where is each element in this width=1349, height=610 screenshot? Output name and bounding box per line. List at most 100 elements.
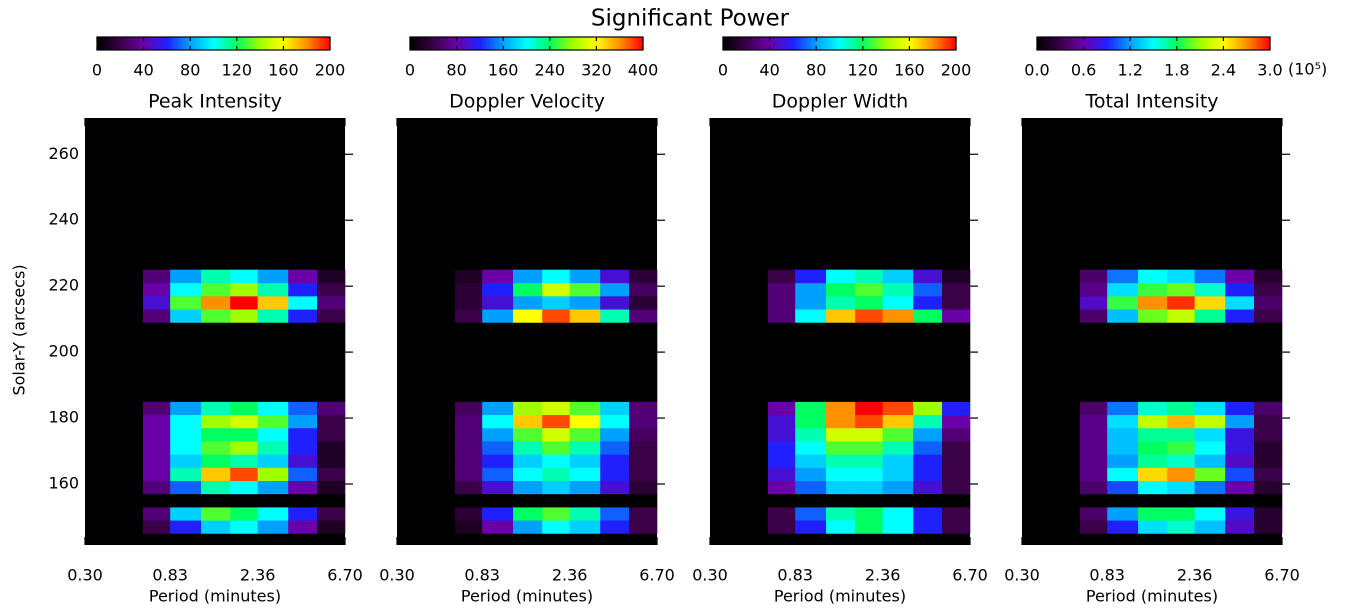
heatmap-cell bbox=[1225, 441, 1255, 455]
heatmap-cell bbox=[1107, 401, 1139, 416]
heatmap-cell bbox=[317, 322, 346, 402]
colorbar-tick-label: 80 bbox=[446, 61, 466, 80]
heatmap-cell bbox=[257, 322, 289, 402]
heatmap-cell bbox=[855, 441, 883, 455]
heatmap-cell bbox=[201, 467, 231, 482]
heatmap-cell bbox=[795, 441, 827, 455]
heatmap-cell bbox=[768, 454, 796, 468]
heatmap-cell bbox=[1254, 401, 1283, 416]
heatmap-cell bbox=[542, 507, 570, 521]
x-tick-label: 0.30 bbox=[379, 566, 415, 585]
heatmap-cell bbox=[882, 467, 914, 482]
heatmap-cell bbox=[118, 520, 144, 534]
x-tick-label: 0.83 bbox=[777, 566, 813, 585]
heatmap-cell bbox=[257, 309, 289, 323]
heatmap-cell bbox=[569, 322, 601, 402]
heatmap-cell bbox=[855, 467, 883, 482]
heatmap-cell bbox=[913, 309, 943, 323]
heatmap-cell bbox=[1194, 322, 1226, 402]
heatmap-cell bbox=[855, 282, 883, 297]
heatmap-cell bbox=[768, 322, 796, 402]
heatmap-cell bbox=[288, 401, 318, 416]
heatmap-cell bbox=[1194, 493, 1226, 508]
heatmap-cell bbox=[913, 414, 943, 429]
heatmap-cell bbox=[1254, 467, 1283, 482]
heatmap-cell bbox=[882, 296, 914, 310]
heatmap-cell bbox=[743, 401, 769, 416]
heatmap-cell bbox=[882, 309, 914, 323]
heatmap-cell bbox=[826, 507, 856, 521]
heatmap-cell bbox=[743, 414, 769, 429]
heatmap-cell bbox=[855, 507, 883, 521]
heatmap-cell bbox=[795, 414, 827, 429]
heatmap-cell bbox=[913, 441, 943, 455]
heatmap-cell bbox=[1194, 401, 1226, 416]
heatmap-cell bbox=[882, 282, 914, 297]
heatmap-cell bbox=[170, 322, 202, 402]
x-tick-label: 0.83 bbox=[152, 566, 188, 585]
heatmap-cell bbox=[1055, 427, 1081, 442]
heatmap-cell bbox=[542, 269, 570, 284]
heatmap-cell bbox=[600, 282, 630, 297]
panel-title: Peak Intensity bbox=[148, 91, 282, 113]
heatmap-cell bbox=[513, 401, 543, 416]
x-tick-label: 0.83 bbox=[464, 566, 500, 585]
heatmap-cell bbox=[1138, 441, 1168, 455]
heatmap-cell bbox=[513, 296, 543, 310]
heatmap-cell bbox=[430, 427, 456, 442]
heatmap-cell bbox=[1080, 507, 1108, 521]
heatmap-cell bbox=[882, 520, 914, 534]
heatmap-cell bbox=[743, 520, 769, 534]
heatmap-cell bbox=[942, 467, 971, 482]
heatmap-cell bbox=[855, 454, 883, 468]
heatmap-cell bbox=[600, 427, 630, 442]
heatmap-cell bbox=[1254, 309, 1283, 323]
heatmap-cell bbox=[542, 454, 570, 468]
heatmap-cell bbox=[482, 269, 514, 284]
heatmap-cell bbox=[288, 414, 318, 429]
heatmap-cell bbox=[257, 427, 289, 442]
heatmap-cell bbox=[629, 269, 658, 284]
heatmap-cell bbox=[1254, 269, 1283, 284]
heatmap-cell bbox=[1194, 296, 1226, 310]
colorbar-tick-label: 200 bbox=[315, 61, 346, 80]
colorbar bbox=[1036, 36, 1271, 51]
heatmap-cell bbox=[855, 480, 883, 495]
heatmap-cell bbox=[317, 520, 346, 534]
colorbar-tick-label: 1.8 bbox=[1164, 61, 1189, 80]
heatmap-cell bbox=[795, 480, 827, 495]
y-tick-label: 200 bbox=[48, 342, 79, 361]
x-tick-label: 6.70 bbox=[952, 566, 988, 585]
heatmap-cell bbox=[317, 507, 346, 521]
heatmap-cell bbox=[795, 454, 827, 468]
heatmap-cell bbox=[230, 441, 258, 455]
heatmap-cell bbox=[542, 296, 570, 310]
heatmap-cell bbox=[768, 467, 796, 482]
heatmap-cell bbox=[826, 520, 856, 534]
heatmap-cell bbox=[1055, 401, 1081, 416]
heatmap-cell bbox=[430, 493, 456, 508]
heatmap-cell bbox=[257, 493, 289, 508]
heatmap-cell bbox=[1080, 467, 1108, 482]
heatmap-cell bbox=[1167, 454, 1195, 468]
x-tick-label: 6.70 bbox=[639, 566, 675, 585]
heatmap-cell bbox=[768, 493, 796, 508]
heatmap-cell bbox=[1167, 441, 1195, 455]
heatmap-cell bbox=[430, 296, 456, 310]
heatmap-cell bbox=[1254, 480, 1283, 495]
heatmap-cell bbox=[1138, 493, 1168, 508]
heatmap-cell bbox=[317, 493, 346, 508]
heatmap-cell bbox=[569, 493, 601, 508]
heatmap-cell bbox=[629, 507, 658, 521]
heatmap-cell bbox=[1138, 269, 1168, 284]
heatmap-cell bbox=[230, 427, 258, 442]
heatmap-cell bbox=[1225, 454, 1255, 468]
heatmap-cell bbox=[170, 309, 202, 323]
heatmap-cell bbox=[768, 507, 796, 521]
heatmap-cell bbox=[768, 296, 796, 310]
heatmap-cell bbox=[513, 441, 543, 455]
heatmap-cell bbox=[855, 520, 883, 534]
heatmap-cell bbox=[230, 309, 258, 323]
heatmap-cell bbox=[569, 296, 601, 310]
heatmap-cell bbox=[743, 427, 769, 442]
